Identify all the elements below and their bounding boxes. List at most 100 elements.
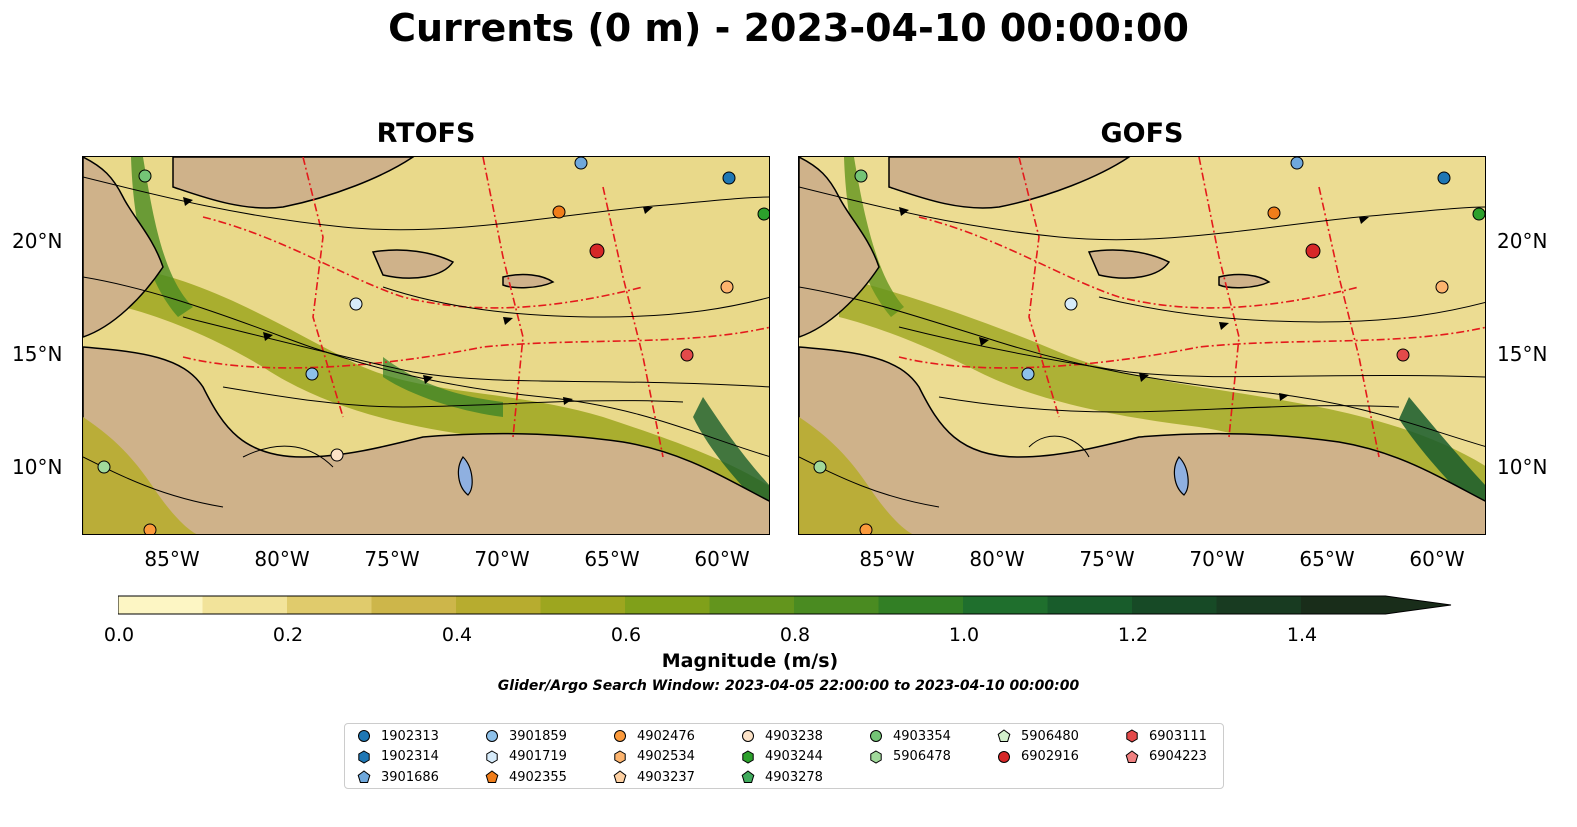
legend-item: 6904223	[1125, 748, 1207, 766]
colorbar	[117, 595, 1453, 621]
jet-segment	[383, 357, 503, 417]
float-marker	[859, 523, 873, 534]
panel-title-gofs: GOFS	[1100, 118, 1184, 149]
fast-current-band	[839, 277, 1485, 534]
lon-label-80w-rtofs: 80°W	[254, 547, 310, 571]
circle-marker-icon	[486, 730, 498, 742]
colorbar-segment	[1047, 596, 1133, 614]
colorbar-segment	[1216, 596, 1302, 614]
legend-item: 6902916	[997, 748, 1079, 766]
lon-label-80w-gofs: 80°W	[969, 547, 1025, 571]
map-gofs-svg	[799, 157, 1485, 534]
legend-item-label: 4903237	[637, 769, 695, 785]
float-legend: 1902313 1902314 3901686 3901859 4901719 49023…	[344, 723, 1224, 789]
legend-item: 1902313	[357, 727, 439, 745]
land-cuba	[888, 157, 1131, 209]
colorbar-tick: 0.8	[779, 624, 811, 646]
float-marker	[722, 171, 736, 185]
colorbar-segment	[625, 596, 710, 614]
float-marker	[854, 169, 868, 183]
colorbar-tick: 0.4	[441, 624, 473, 646]
circle-marker-icon	[998, 750, 1010, 763]
land-yucatan	[799, 157, 880, 338]
float-marker	[552, 205, 566, 219]
lat-label-10n-left: 10°N	[12, 455, 63, 479]
float-marker	[1021, 367, 1035, 381]
lon-label-75w-gofs: 75°W	[1079, 547, 1135, 571]
lat-label-15n-right: 15°N	[1497, 342, 1548, 366]
float-marker	[1305, 243, 1321, 259]
legend-item: 4902476	[613, 727, 695, 745]
float-marker	[305, 367, 319, 381]
land-cuba	[172, 157, 415, 209]
legend-item: 4903238	[741, 727, 823, 745]
legend-item: 3901859	[485, 727, 567, 745]
float-marker	[757, 207, 769, 221]
colorbar-segment	[456, 596, 541, 614]
stream-arrows	[183, 197, 653, 405]
circle-marker-icon	[614, 730, 626, 742]
colorbar-segment	[371, 596, 457, 614]
legend-item-label: 4902355	[509, 769, 567, 785]
colorbar-segment	[709, 596, 795, 614]
float-marker	[589, 243, 605, 259]
legend-item: 4903244	[741, 748, 823, 766]
hexagon-marker-icon	[486, 749, 498, 764]
float-marker	[349, 297, 363, 311]
legend-item: 6903111	[1125, 727, 1207, 745]
float-marker	[1437, 171, 1451, 185]
circle-marker-icon	[358, 730, 370, 742]
legend-item-label: 4902534	[637, 749, 695, 764]
land-south-america	[83, 346, 769, 534]
legend-item-label: 1902314	[381, 749, 439, 764]
lon-label-85w-rtofs: 85°W	[144, 547, 200, 571]
legend-item: 4903278	[741, 768, 823, 786]
lat-label-20n-right: 20°N	[1497, 229, 1548, 253]
lon-label-60w-rtofs: 60°W	[694, 547, 750, 571]
legend-item-label: 1902313	[381, 728, 439, 744]
legend-item: 4903237	[613, 768, 695, 786]
legend-item-label: 4902476	[637, 728, 695, 744]
stream-arrows	[899, 207, 1369, 401]
pacific-field	[83, 417, 197, 534]
float-marker	[720, 280, 734, 294]
colorbar-label: Magnitude (m/s)	[661, 650, 839, 672]
colorbar-segment	[540, 596, 626, 614]
legend-item-label: 3901859	[509, 728, 567, 744]
float-marker	[1267, 206, 1281, 220]
hexagon-marker-icon	[1126, 729, 1138, 743]
colorbar-segment	[1132, 596, 1217, 614]
legend-item-label: 5906478	[893, 749, 951, 764]
pentagon-marker-icon	[485, 770, 499, 783]
search-window-text: Glider/Argo Search Window: 2023-04-05 22…	[497, 678, 1080, 694]
lon-label-70w-rtofs: 70°W	[474, 547, 530, 571]
circle-marker-icon	[742, 730, 754, 742]
legend-item: 1902314	[357, 748, 439, 766]
colorbar-outline	[117, 595, 1452, 615]
lon-label-75w-rtofs: 75°W	[364, 547, 420, 571]
float-marker	[574, 157, 588, 170]
legend-item: 5906480	[997, 727, 1079, 745]
colorbar-segment	[118, 596, 203, 614]
float-marker	[1290, 157, 1304, 170]
legend-item-label: 6903111	[1149, 728, 1207, 744]
colorbar-segment	[202, 596, 288, 614]
legend-item-label: 4903278	[765, 769, 823, 785]
float-marker	[813, 460, 827, 474]
lon-label-70w-gofs: 70°W	[1189, 547, 1245, 571]
colorbar-tick: 1.0	[948, 624, 980, 646]
jet-segment-east	[693, 397, 769, 515]
colorbar-segment	[878, 596, 964, 614]
lon-label-65w-gofs: 65°W	[1299, 547, 1355, 571]
land-hispaniola-jamaica	[371, 249, 455, 279]
eez-boundaries	[898, 157, 1485, 458]
map-rtofs-svg	[83, 157, 769, 534]
colorbar-segment	[287, 596, 372, 614]
legend-item-label: 6904223	[1149, 749, 1207, 764]
legend-item-label: 4903238	[765, 728, 823, 744]
colorbar-tick: 1.4	[1286, 624, 1318, 646]
yucatan-current	[844, 157, 904, 317]
lake-maracaibo	[1173, 456, 1189, 496]
map-panel-gofs	[798, 156, 1486, 535]
colorbar-segment	[963, 596, 1048, 614]
